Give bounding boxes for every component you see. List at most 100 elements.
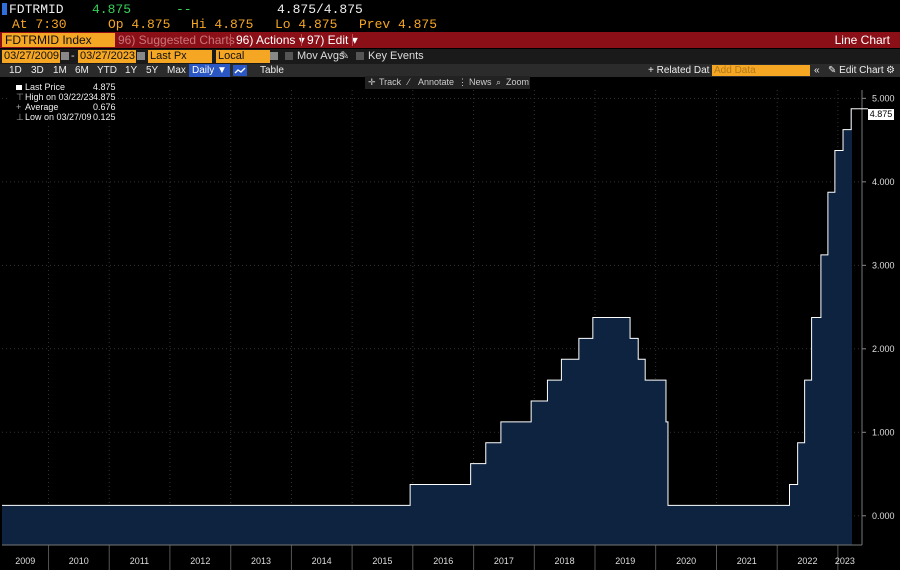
open-price: Op 4.875 xyxy=(108,17,171,32)
legend-label: Low on 03/27/09 xyxy=(25,112,92,122)
frequency-selector[interactable]: Daily ▼ xyxy=(189,64,230,77)
zoom-tool[interactable]: Zoom xyxy=(506,77,530,87)
low-marker-icon: ⊥ xyxy=(16,112,24,122)
x-tick-label: 2020 xyxy=(676,556,696,566)
period-max[interactable]: Max xyxy=(167,65,186,76)
edit-menu[interactable]: 97) Edit ▾ xyxy=(307,33,358,47)
series-line xyxy=(2,108,852,506)
ticker-symbol: FDTRMID xyxy=(9,2,64,17)
legend-value: 4.875 xyxy=(93,92,116,102)
x-tick-label: 2013 xyxy=(251,556,271,566)
high-marker-icon: ⊤ xyxy=(16,92,24,102)
legend-low: ⊥ Low on 03/27/09 0.125 xyxy=(8,112,116,122)
line-chart-icon[interactable] xyxy=(233,65,247,76)
period-6m[interactable]: 6M xyxy=(75,65,89,76)
legend-label: Last Price xyxy=(25,82,66,92)
zoom-icon[interactable]: ⌕ xyxy=(496,77,502,87)
related-data-button[interactable]: + Related Dat xyxy=(648,65,710,76)
track-tool[interactable]: Track xyxy=(379,77,402,87)
x-tick-label: 2019 xyxy=(615,556,635,566)
price-change: -- xyxy=(176,2,192,17)
x-tick-label: 2010 xyxy=(69,556,89,566)
x-tick-label: 2021 xyxy=(737,556,757,566)
quote-strip: FDTRMID 4.875 -- 4.875/4.875 At 7:30 Op … xyxy=(0,0,900,32)
period-1y[interactable]: 1Y xyxy=(125,65,138,76)
chart-legend: Last Price 4.875 ⊤ High on 03/22/23 4.87… xyxy=(8,82,116,123)
actions-menu[interactable]: 96) Actions ▾ xyxy=(236,33,305,47)
field-selector[interactable]: Last Px xyxy=(148,50,212,63)
settings-gear-icon[interactable]: ⚙ xyxy=(886,65,895,76)
y-tick-label: 0.000 xyxy=(872,511,895,521)
y-tick-label: 4.000 xyxy=(872,177,895,187)
legend-label: High on 03/22/23 xyxy=(25,92,94,102)
security-field[interactable]: FDTRMID Index xyxy=(2,33,115,47)
collapse-button[interactable]: « xyxy=(814,65,820,76)
x-tick-label: 2023 xyxy=(835,556,855,566)
period-3d[interactable]: 3D xyxy=(31,65,44,76)
annotate-icon[interactable]: ⁄ xyxy=(408,77,410,87)
legend-average: + Average 0.676 xyxy=(8,102,116,112)
legend-value: 4.875 xyxy=(93,82,116,92)
legend-high: ⊤ High on 03/22/23 4.875 xyxy=(8,92,116,102)
chart-type-title: Line Chart xyxy=(834,33,890,47)
news-tool[interactable]: News xyxy=(469,77,492,87)
title-bar: FDTRMID Index 96) Suggested Charts 96) A… xyxy=(0,32,900,48)
key-events-checkbox[interactable] xyxy=(356,52,364,60)
x-tick-label: 2009 xyxy=(15,556,35,566)
y-tick-label: 5.000 xyxy=(872,93,895,103)
low-price: Lo 4.875 xyxy=(275,17,338,32)
average-marker-icon: + xyxy=(16,102,22,112)
calendar-icon[interactable] xyxy=(137,52,145,60)
y-tick-label: 3.000 xyxy=(872,260,895,270)
annotate-tool[interactable]: Annotate xyxy=(418,77,455,87)
track-icon[interactable]: ✛ xyxy=(368,77,376,87)
quote-time: At 7:30 xyxy=(12,17,67,32)
pencil-icon[interactable]: ✎ xyxy=(340,50,350,62)
mov-avgs-checkbox[interactable] xyxy=(285,52,293,60)
period-ytd[interactable]: YTD xyxy=(97,65,117,76)
legend-value: 0.676 xyxy=(93,102,116,112)
suggested-charts-button[interactable]: 96) Suggested Charts xyxy=(118,33,235,47)
news-icon[interactable]: ⋮ xyxy=(458,77,467,87)
x-tick-label: 2011 xyxy=(130,556,149,566)
x-tick-label: 2022 xyxy=(797,556,817,566)
chart-tools: ✛ Track ⁄ Annotate ⋮ News ⌕ Zoom xyxy=(365,76,530,89)
add-data-field[interactable]: Add Data xyxy=(712,65,810,76)
x-tick-label: 2018 xyxy=(555,556,575,566)
divider xyxy=(230,34,231,46)
period-5y[interactable]: 5Y xyxy=(146,65,159,76)
x-tick-label: 2017 xyxy=(494,556,514,566)
x-tick-label: 2012 xyxy=(190,556,210,566)
legend-last-price: Last Price 4.875 xyxy=(8,82,116,92)
x-tick-label: 2016 xyxy=(433,556,453,566)
last-value-tag: 4.875 xyxy=(868,109,894,120)
period-row: 1D 3D 1M 6M YTD 1Y 5Y Max Daily ▼ Table … xyxy=(0,64,900,77)
legend-value: 0.125 xyxy=(93,112,116,122)
x-tick-label: 2015 xyxy=(372,556,392,566)
period-1m[interactable]: 1M xyxy=(53,65,67,76)
last-price: 4.875 xyxy=(92,2,132,17)
end-date-field[interactable]: 03/27/2023 xyxy=(78,50,136,63)
calendar-icon[interactable] xyxy=(61,52,69,60)
key-events-label: Key Events xyxy=(368,50,424,62)
edit-chart-button[interactable]: ✎ Edit Chart xyxy=(828,65,884,76)
high-price: Hi 4.875 xyxy=(191,17,254,32)
table-button[interactable]: Table xyxy=(260,65,284,76)
last-price-swatch xyxy=(16,85,22,90)
divider xyxy=(301,34,302,46)
prev-price: Prev 4.875 xyxy=(359,17,438,32)
y-tick-label: 2.000 xyxy=(872,344,895,354)
bid-ask: 4.875/4.875 xyxy=(277,2,363,17)
series-area xyxy=(2,108,852,546)
start-date-field[interactable]: 03/27/2009 xyxy=(2,50,60,63)
y-tick-label: 1.000 xyxy=(872,427,895,437)
period-1d[interactable]: 1D xyxy=(9,65,22,76)
dropdown-arrow-icon[interactable] xyxy=(270,52,278,60)
legend-label: Average xyxy=(25,102,59,112)
divider xyxy=(352,34,353,46)
x-tick-label: 2014 xyxy=(312,556,332,566)
mov-avgs-label: Mov Avgs xyxy=(297,50,345,62)
date-separator: - xyxy=(71,50,75,62)
ticker-marker xyxy=(2,3,7,15)
